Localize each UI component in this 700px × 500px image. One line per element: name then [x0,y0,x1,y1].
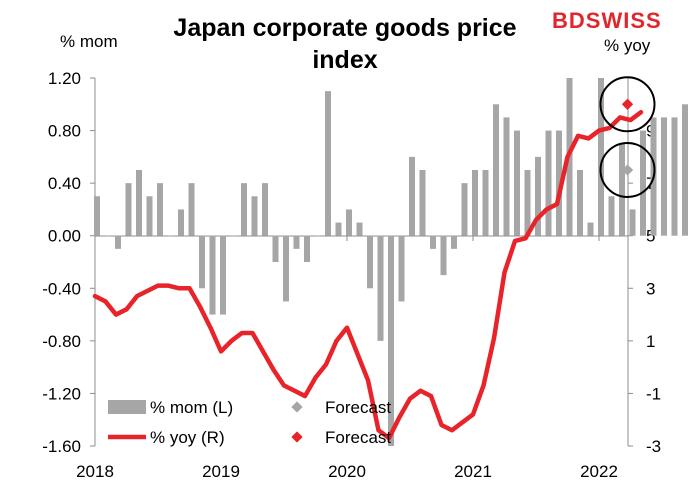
yoy-line [92,109,644,441]
mom-bar [461,183,468,236]
mom-bar [388,235,394,446]
mom-bar [640,130,646,236]
legend-forecast-yoy-marker [291,431,303,443]
mom-bar [377,235,384,341]
mom-bar [241,183,247,236]
left-axis-unit: % mom [60,32,118,51]
mom-bar [356,222,363,236]
right-tick-label: -3 [646,437,661,456]
legend-mom-label: % mom (L) [150,398,233,417]
left-tick-label: -0.40 [42,279,81,298]
mom-bar [367,235,373,289]
mom-bar [430,235,436,249]
mom-bar [115,235,121,249]
forecast-yoy-circle [599,76,656,133]
mom-bar [587,222,594,236]
x-tick-label: 2020 [328,462,366,481]
mom-bar [325,91,331,236]
brand-logo: BDSWISS [552,8,662,34]
mom-bar [136,170,142,236]
mom-bar [598,78,604,236]
forecast-mom-circle [599,142,656,198]
mom-bar [178,209,184,236]
mom-bar [419,170,426,236]
left-tick-label: 0.00 [48,227,81,246]
left-tick-label: 1.20 [48,69,81,88]
mom-bar [230,235,237,237]
forecast-yoy-marker [621,98,634,110]
left-tick-label: -1.60 [42,437,81,456]
mom-bar [493,104,499,236]
mom-bar [440,235,447,276]
mom-bar [283,235,289,302]
mom-bar [524,170,531,236]
mom-bar [157,183,163,236]
mom-bar [472,170,478,236]
mom-bar [209,235,216,315]
legend-forecast-mom-marker [291,401,303,413]
mom-bar [125,183,132,236]
mom-bar [199,235,205,289]
mom-bar [451,235,457,249]
mom-bar [188,183,195,236]
mom-bar [262,183,268,236]
mom-bar [398,235,405,302]
mom-bar [220,235,226,315]
left-tick-label: -0.80 [42,332,81,351]
mom-bar [503,117,510,236]
mom-bar [335,222,342,236]
mom-bar [94,196,100,236]
x-tick-label: 2018 [76,462,114,481]
legend-yoy-label: % yoy (R) [150,428,225,447]
mom-bar [661,117,667,236]
x-tick-label: 2019 [202,462,240,481]
mom-bar [346,209,352,236]
legend-forecast-mom-label: Forecast [325,398,391,417]
forecast-mom-marker [621,164,634,176]
right-tick-label: -1 [646,384,661,403]
right-tick-label: 3 [646,279,655,298]
mom-bar [272,235,279,262]
mom-bar [545,130,552,236]
x-tick-label: 2022 [580,462,618,481]
mom-bar [146,196,153,236]
mom-bar [293,235,300,249]
right-tick-label: 5 [646,227,655,246]
mom-bar [577,170,583,236]
mom-bar [619,143,625,236]
mom-bar [629,209,636,236]
mom-bar [409,156,415,236]
mom-bar [314,235,321,237]
mom-bar [251,196,258,236]
mom-bar [535,156,541,236]
mom-bar [682,104,688,236]
left-tick-label: 0.80 [48,122,81,141]
mom-bar [608,196,615,236]
x-tick-label: 2021 [454,462,492,481]
mom-bar [482,170,489,236]
mom-bar [104,235,111,237]
mom-bar [514,130,520,236]
mom-bar [167,235,174,237]
logo-swiss: SWISS [585,8,662,33]
legend-forecast-yoy-label: Forecast [325,428,391,447]
logo-bd: BD [552,8,586,33]
right-axis-unit: % yoy [604,36,651,55]
mom-bar [671,117,678,236]
right-tick-label: 1 [646,332,655,351]
left-tick-label: -1.20 [42,384,81,403]
chart-title: Japan corporate goods price index [173,14,517,74]
legend-mom-swatch [108,400,146,414]
mom-bar [556,130,562,236]
left-tick-label: 0.40 [48,174,81,193]
mom-bar [304,235,310,262]
